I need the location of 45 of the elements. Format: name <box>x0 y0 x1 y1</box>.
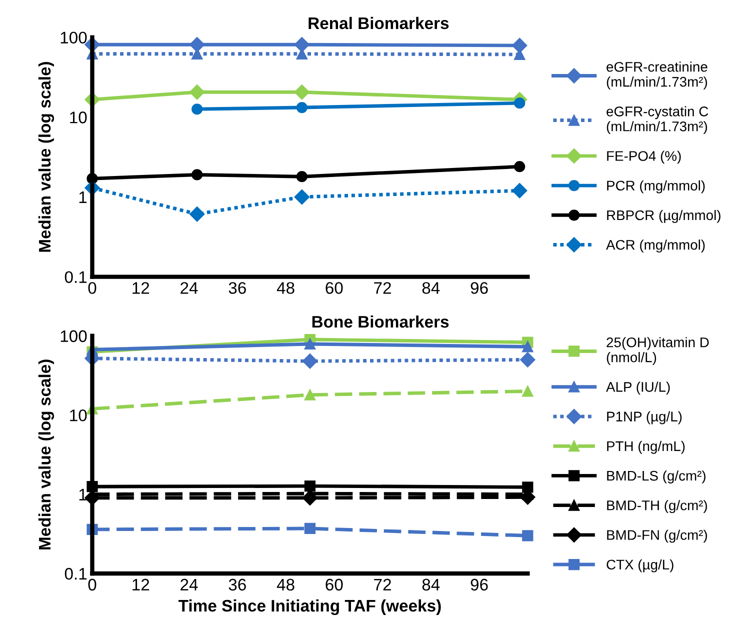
x-tick-label: 72 <box>374 578 391 590</box>
x-tick-label: 96 <box>470 578 488 591</box>
legend-label: eGFR-creatinine (mL/min/1.73m²) <box>606 62 708 90</box>
x-tick-label: 60 <box>326 282 343 294</box>
x-tick-label: 24 <box>180 578 198 590</box>
legend-label: BMD-FN (g/cm²) <box>607 530 707 543</box>
y-tick-label: 10 <box>70 112 87 124</box>
y-axis-title: Median value (log scale) <box>38 62 54 252</box>
legend-label: PCR (mg/mmol) <box>607 180 705 194</box>
legend-label: PTH (ng/mL) <box>607 440 685 454</box>
y-tick-label: 0.1 <box>64 568 87 580</box>
x-tick-label: 48 <box>276 282 294 294</box>
y-tick-label: 100 <box>60 330 87 342</box>
x-tick-label: 0 <box>88 282 96 294</box>
x-tick-label: 84 <box>422 282 440 294</box>
x-tick-label: 84 <box>422 578 440 591</box>
chart-title: Renal Biomarkers <box>308 16 449 30</box>
legend-label: ACR (mg/mmol) <box>606 240 705 253</box>
legend-label: CTX (µg/L) <box>606 559 674 572</box>
y-axis-title: Median value (log scale) <box>38 360 54 550</box>
legend-label: 25(OH)vitamin D (nmol/L) <box>606 337 709 365</box>
legend-label: BMD-TH (g/cm²) <box>607 500 707 514</box>
x-tick-label: 60 <box>326 578 343 591</box>
y-tick-label: 0.1 <box>64 271 87 283</box>
y-tick-label: 10 <box>70 409 87 422</box>
x-tick-label: 36 <box>228 282 246 294</box>
x-tick-label: 72 <box>374 282 391 294</box>
x-tick-label: 24 <box>180 282 198 294</box>
legend-label: ALP (IU/L) <box>606 382 670 395</box>
x-tick-label: 48 <box>276 578 294 591</box>
y-tick-label: 100 <box>60 32 87 44</box>
x-tick-label: 12 <box>132 578 150 590</box>
legend-label: P1NP (µg/L) <box>607 411 682 424</box>
y-tick-label: 1 <box>79 192 87 204</box>
legend-label: eGFR-cystatin C (mL/min/1.73m²) <box>606 106 708 134</box>
legend-label: BMD-LS (g/cm²) <box>607 470 706 484</box>
legend-label: FE-PO4 (%) <box>607 150 681 164</box>
x-tick-label: 12 <box>132 282 150 294</box>
chart-title: Bone Biomarkers <box>312 315 449 328</box>
x-tick-label: 36 <box>228 578 246 591</box>
x-tick-label: 96 <box>470 282 488 294</box>
legend-label: RBPCR (µg/mmol) <box>607 210 720 223</box>
x-tick-label: 0 <box>88 578 96 591</box>
x-axis-title: Time Since Initiating TAF (weeks) <box>178 599 441 616</box>
y-tick-label: 1 <box>79 488 87 500</box>
